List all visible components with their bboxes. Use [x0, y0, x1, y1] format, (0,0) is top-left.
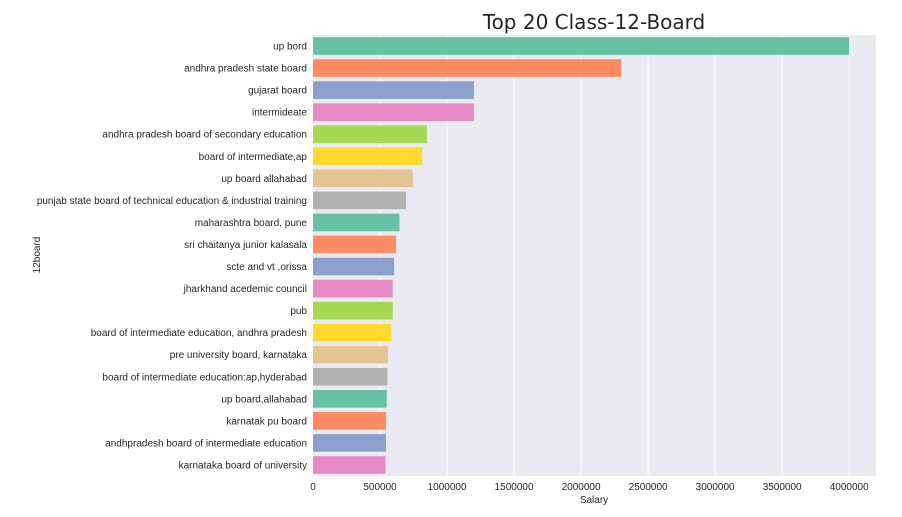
bar [313, 213, 400, 232]
y-tick-label: maharashtra board, pune [195, 218, 308, 229]
bar [313, 323, 392, 342]
bar [313, 81, 474, 99]
bar [313, 37, 850, 55]
y-tick-label: andhra pradesh state board [184, 64, 307, 75]
x-tick-label: 3000000 [696, 482, 735, 493]
y-tick-label: gujarat board [248, 86, 307, 97]
x-tick-label: 1500000 [495, 482, 534, 493]
bar [313, 345, 389, 364]
y-tick-label: jharkhand acedemic council [183, 284, 307, 295]
y-tick-label: intermideate [252, 108, 307, 119]
x-tick-label: 1000000 [428, 482, 467, 493]
x-tick-label: 4000000 [830, 482, 869, 493]
y-tick-label: sri chaitanya junior kalasala [184, 240, 307, 251]
y-tick-label: up board allahabad [221, 174, 307, 185]
y-tick-label: pre university board, karnataka [170, 350, 308, 361]
y-tick-label: board of intermediate education:ap,hyder… [102, 372, 307, 383]
bar [313, 235, 397, 254]
bar [313, 279, 393, 298]
bar [313, 59, 622, 77]
bars [313, 37, 850, 474]
bar [313, 257, 395, 276]
bar [313, 147, 423, 166]
x-axis-ticks: 0 500000 1000000 1500000 2000000 2500000 30000… [310, 482, 869, 493]
bar [313, 169, 413, 188]
x-tick-label: 500000 [363, 482, 397, 493]
bar [313, 301, 393, 320]
y-tick-label: board of intermediate,ap [199, 152, 308, 163]
bar [313, 125, 427, 144]
y-tick-label: up bord [273, 42, 307, 53]
y-tick-label: scte and vt ,orissa [226, 262, 307, 273]
bar [313, 434, 387, 452]
plot-area [313, 35, 876, 476]
bar [313, 390, 387, 408]
x-tick-label: 2500000 [629, 482, 668, 493]
chart-title: Top 20 Class-12-Board [482, 10, 705, 34]
x-axis-label: Salary [580, 495, 608, 506]
bar [313, 456, 386, 474]
x-tick-label: 2000000 [562, 482, 601, 493]
y-tick-label: andhra pradesh board of secondary educat… [102, 130, 307, 141]
y-tick-label: pub [290, 306, 307, 317]
bar [313, 103, 474, 121]
bar [313, 191, 407, 210]
y-axis-ticks: up bord andhra pradesh state board gujarat… [37, 42, 308, 472]
y-tick-label: karnatak pu board [226, 416, 307, 427]
y-tick-label: punjab state board of technical educatio… [37, 196, 307, 207]
y-tick-label: andhpradesh board of intermediate educat… [105, 438, 307, 449]
bar [313, 412, 387, 430]
x-tick-label: 3500000 [763, 482, 802, 493]
y-tick-label: up board,allahabad [221, 394, 307, 405]
y-tick-label: karnataka board of university [179, 460, 307, 471]
y-tick-label: board of intermediate education, andhra … [91, 328, 307, 339]
bar [313, 367, 388, 386]
x-tick-label: 0 [310, 482, 316, 493]
y-axis-label: 12board [32, 237, 43, 274]
